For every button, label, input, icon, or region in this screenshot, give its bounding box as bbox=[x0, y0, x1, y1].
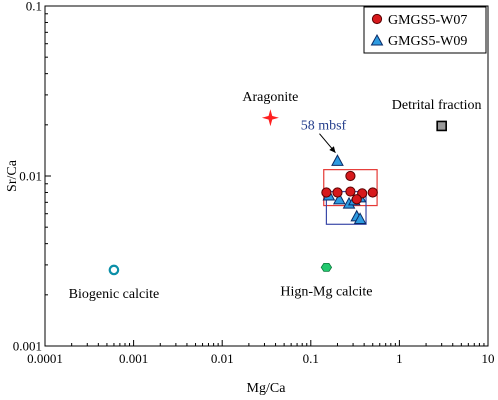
reference-label: Hign-Mg calcite bbox=[280, 284, 372, 299]
detrital-marker bbox=[436, 120, 447, 132]
reference-label: Aragonite bbox=[242, 90, 298, 105]
point-w07 bbox=[345, 186, 356, 197]
biogenic-marker bbox=[108, 264, 120, 276]
point-w09 bbox=[353, 212, 367, 224]
legend-marker-triangle bbox=[370, 33, 384, 46]
reference-points: Aragonite Detrital fraction Biogenic calci… bbox=[69, 90, 482, 302]
plot-frame bbox=[44, 5, 489, 347]
annotation-layer: 58 mbsf bbox=[301, 119, 347, 154]
reference-label: Biogenic calcite bbox=[69, 287, 160, 302]
point-w09 bbox=[333, 192, 346, 205]
legend-marker-circle bbox=[371, 13, 383, 25]
point-w07 bbox=[351, 194, 362, 205]
legend-label-w09: GMGS5-W09 bbox=[388, 34, 467, 49]
high-mg-marker bbox=[320, 263, 333, 272]
point-w09 bbox=[331, 154, 344, 166]
x-tick-label: 0.1 bbox=[303, 351, 319, 366]
x-tick-label: 10 bbox=[482, 351, 495, 366]
aragonite-marker bbox=[261, 109, 279, 127]
point-w07 bbox=[332, 187, 343, 198]
data-points bbox=[321, 154, 378, 224]
legend: GMGS5-W07 GMGS5-W09 bbox=[363, 6, 487, 54]
point-w07 bbox=[367, 187, 378, 198]
legend-label-w07: GMGS5-W07 bbox=[388, 13, 467, 28]
annotation-arrow-head bbox=[329, 146, 336, 153]
point-w07 bbox=[321, 187, 332, 198]
x-tick-label: 0.001 bbox=[119, 351, 148, 366]
y-axis-label: Sr/Ca bbox=[5, 159, 20, 192]
x-tick-label: 1 bbox=[396, 351, 403, 366]
y-tick-label: 0.1 bbox=[26, 0, 42, 14]
axis-labels: Mg/Ca Sr/Ca bbox=[5, 159, 286, 396]
y-tick-label: 0.01 bbox=[19, 169, 42, 184]
annotation-label: 58 mbsf bbox=[301, 119, 347, 134]
x-tick-label: 0.0001 bbox=[27, 351, 63, 366]
x-axis-label: Mg/Ca bbox=[247, 381, 287, 396]
reference-label: Detrital fraction bbox=[392, 98, 482, 113]
legend-frame bbox=[363, 6, 487, 54]
y-tick-label: 0.001 bbox=[13, 339, 42, 354]
point-w07 bbox=[345, 170, 356, 182]
x-tick-label: 0.01 bbox=[211, 351, 234, 366]
